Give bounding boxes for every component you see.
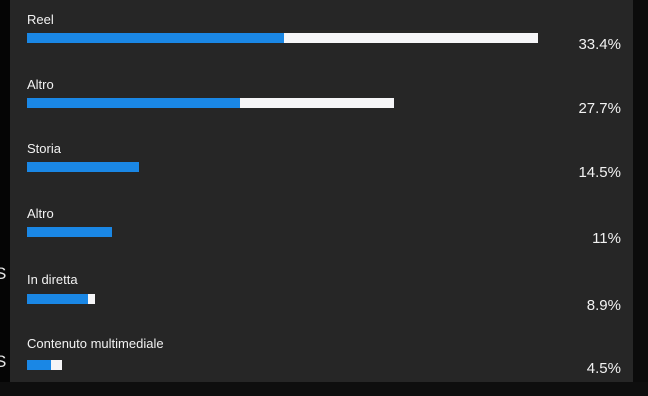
bar-secondary-segment — [240, 98, 394, 108]
bar-primary-segment — [27, 227, 112, 237]
breakdown-row: Altro 27.7% — [10, 77, 633, 137]
row-bar — [27, 98, 394, 108]
bar-primary-segment — [27, 360, 51, 370]
row-label: Reel — [27, 12, 54, 27]
row-bar — [27, 360, 62, 370]
bar-primary-segment — [27, 98, 240, 108]
breakdown-row: Storia 14.5% — [10, 141, 633, 201]
row-bar — [27, 227, 112, 237]
row-label: Altro — [27, 77, 54, 92]
row-bar — [27, 33, 538, 43]
row-value: 8.9% — [586, 297, 621, 314]
left-edge-glyph: S — [0, 352, 7, 371]
row-bar — [27, 294, 95, 304]
bar-primary-segment — [27, 33, 284, 43]
row-label: Storia — [27, 141, 61, 156]
row-value: 27.7% — [578, 100, 621, 117]
row-value: 33.4% — [578, 36, 621, 53]
row-value: 14.5% — [578, 164, 621, 181]
content-breakdown-panel: Reel 33.4% Altro 27.7% Storia 14.5% Altr… — [10, 0, 633, 382]
breakdown-row: In diretta 8.9% — [10, 272, 633, 332]
row-label: Altro — [27, 206, 54, 221]
bar-secondary-segment — [51, 360, 62, 370]
breakdown-row: Reel 33.4% — [10, 12, 633, 72]
bar-primary-segment — [27, 162, 139, 172]
row-bar — [27, 162, 139, 172]
bar-secondary-segment — [88, 294, 95, 304]
bar-primary-segment — [27, 294, 88, 304]
row-value: 4.5% — [586, 360, 621, 377]
row-label: In diretta — [27, 272, 78, 287]
breakdown-row: Contenuto multimediale 4.5% — [10, 336, 633, 396]
bar-secondary-segment — [284, 33, 538, 43]
row-label: Contenuto multimediale — [27, 336, 164, 351]
left-edge: S S — [0, 0, 10, 382]
breakdown-row: Altro 11% — [10, 206, 633, 266]
left-edge-glyph: S — [0, 264, 7, 283]
right-edge — [633, 0, 648, 382]
row-value: 11% — [592, 230, 621, 247]
